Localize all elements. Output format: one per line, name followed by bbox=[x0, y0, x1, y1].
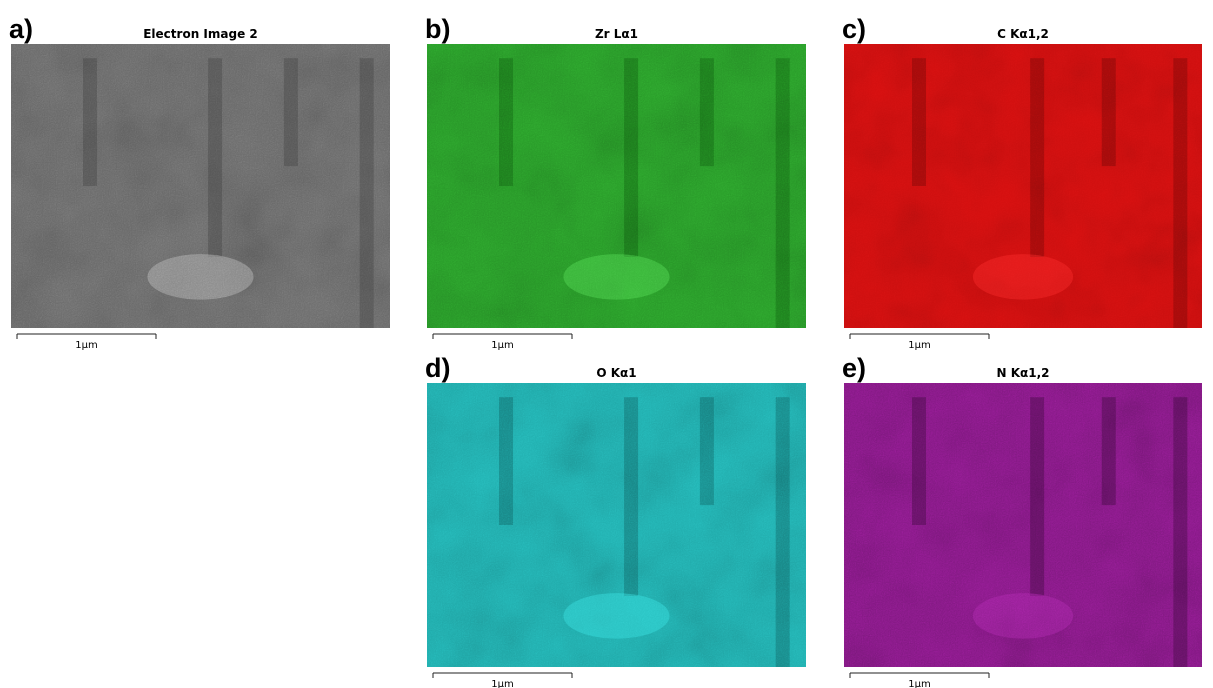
scale-label: 1μm bbox=[491, 340, 513, 351]
scale-label: 1μm bbox=[75, 340, 97, 351]
image-noise bbox=[844, 44, 1202, 328]
panel: d) O Kα1 1μm bbox=[425, 353, 806, 688]
panel-title: Zr Lα1 bbox=[595, 27, 638, 41]
map-image bbox=[844, 383, 1202, 667]
panel: e) N Kα1,2 1μm bbox=[842, 353, 1202, 688]
image-noise bbox=[11, 44, 390, 328]
panel: c) C Kα1,2 1μm bbox=[842, 14, 1202, 351]
image-noise bbox=[427, 383, 806, 667]
scale-label: 1μm bbox=[491, 679, 513, 688]
panel-letter: d) bbox=[425, 353, 450, 383]
panel-letter: b) bbox=[425, 14, 450, 44]
panel-title: C Kα1,2 bbox=[997, 27, 1049, 41]
scale-label: 1μm bbox=[908, 679, 930, 688]
map-image bbox=[427, 44, 806, 328]
figure: a) Electron Image 2 1μm b) Zr Lα1 1μm c) C Kα1,… bbox=[0, 0, 1213, 688]
map-image bbox=[11, 44, 390, 328]
panel-title: Electron Image 2 bbox=[143, 27, 258, 41]
panel-title: N Kα1,2 bbox=[996, 366, 1049, 380]
map-image bbox=[427, 383, 806, 667]
panel-letter: c) bbox=[842, 14, 866, 44]
image-noise bbox=[844, 383, 1202, 667]
panel: a) Electron Image 2 1μm bbox=[9, 14, 390, 351]
image-noise bbox=[427, 44, 806, 328]
map-image bbox=[844, 44, 1202, 328]
scale-label: 1μm bbox=[908, 340, 930, 351]
panel-letter: e) bbox=[842, 353, 866, 383]
panel-letter: a) bbox=[9, 14, 33, 44]
panel: b) Zr Lα1 1μm bbox=[425, 14, 806, 351]
panel-title: O Kα1 bbox=[596, 366, 636, 380]
